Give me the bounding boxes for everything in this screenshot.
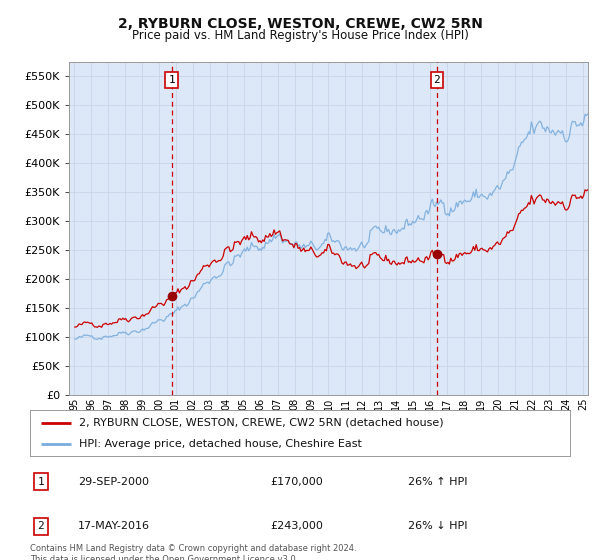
Text: Price paid vs. HM Land Registry's House Price Index (HPI): Price paid vs. HM Land Registry's House … [131, 29, 469, 42]
Text: £243,000: £243,000 [270, 521, 323, 531]
Text: HPI: Average price, detached house, Cheshire East: HPI: Average price, detached house, Ches… [79, 439, 361, 449]
Text: 2, RYBURN CLOSE, WESTON, CREWE, CW2 5RN (detached house): 2, RYBURN CLOSE, WESTON, CREWE, CW2 5RN … [79, 418, 443, 428]
Text: 2: 2 [37, 521, 44, 531]
Text: 26% ↓ HPI: 26% ↓ HPI [408, 521, 467, 531]
Text: 26% ↑ HPI: 26% ↑ HPI [408, 477, 467, 487]
Text: 2: 2 [433, 75, 440, 85]
Text: £170,000: £170,000 [270, 477, 323, 487]
Text: 1: 1 [37, 477, 44, 487]
Text: 1: 1 [168, 75, 175, 85]
Text: 2, RYBURN CLOSE, WESTON, CREWE, CW2 5RN: 2, RYBURN CLOSE, WESTON, CREWE, CW2 5RN [118, 17, 482, 31]
Text: 17-MAY-2016: 17-MAY-2016 [78, 521, 150, 531]
Text: 29-SEP-2000: 29-SEP-2000 [78, 477, 149, 487]
Text: Contains HM Land Registry data © Crown copyright and database right 2024.
This d: Contains HM Land Registry data © Crown c… [30, 544, 356, 560]
